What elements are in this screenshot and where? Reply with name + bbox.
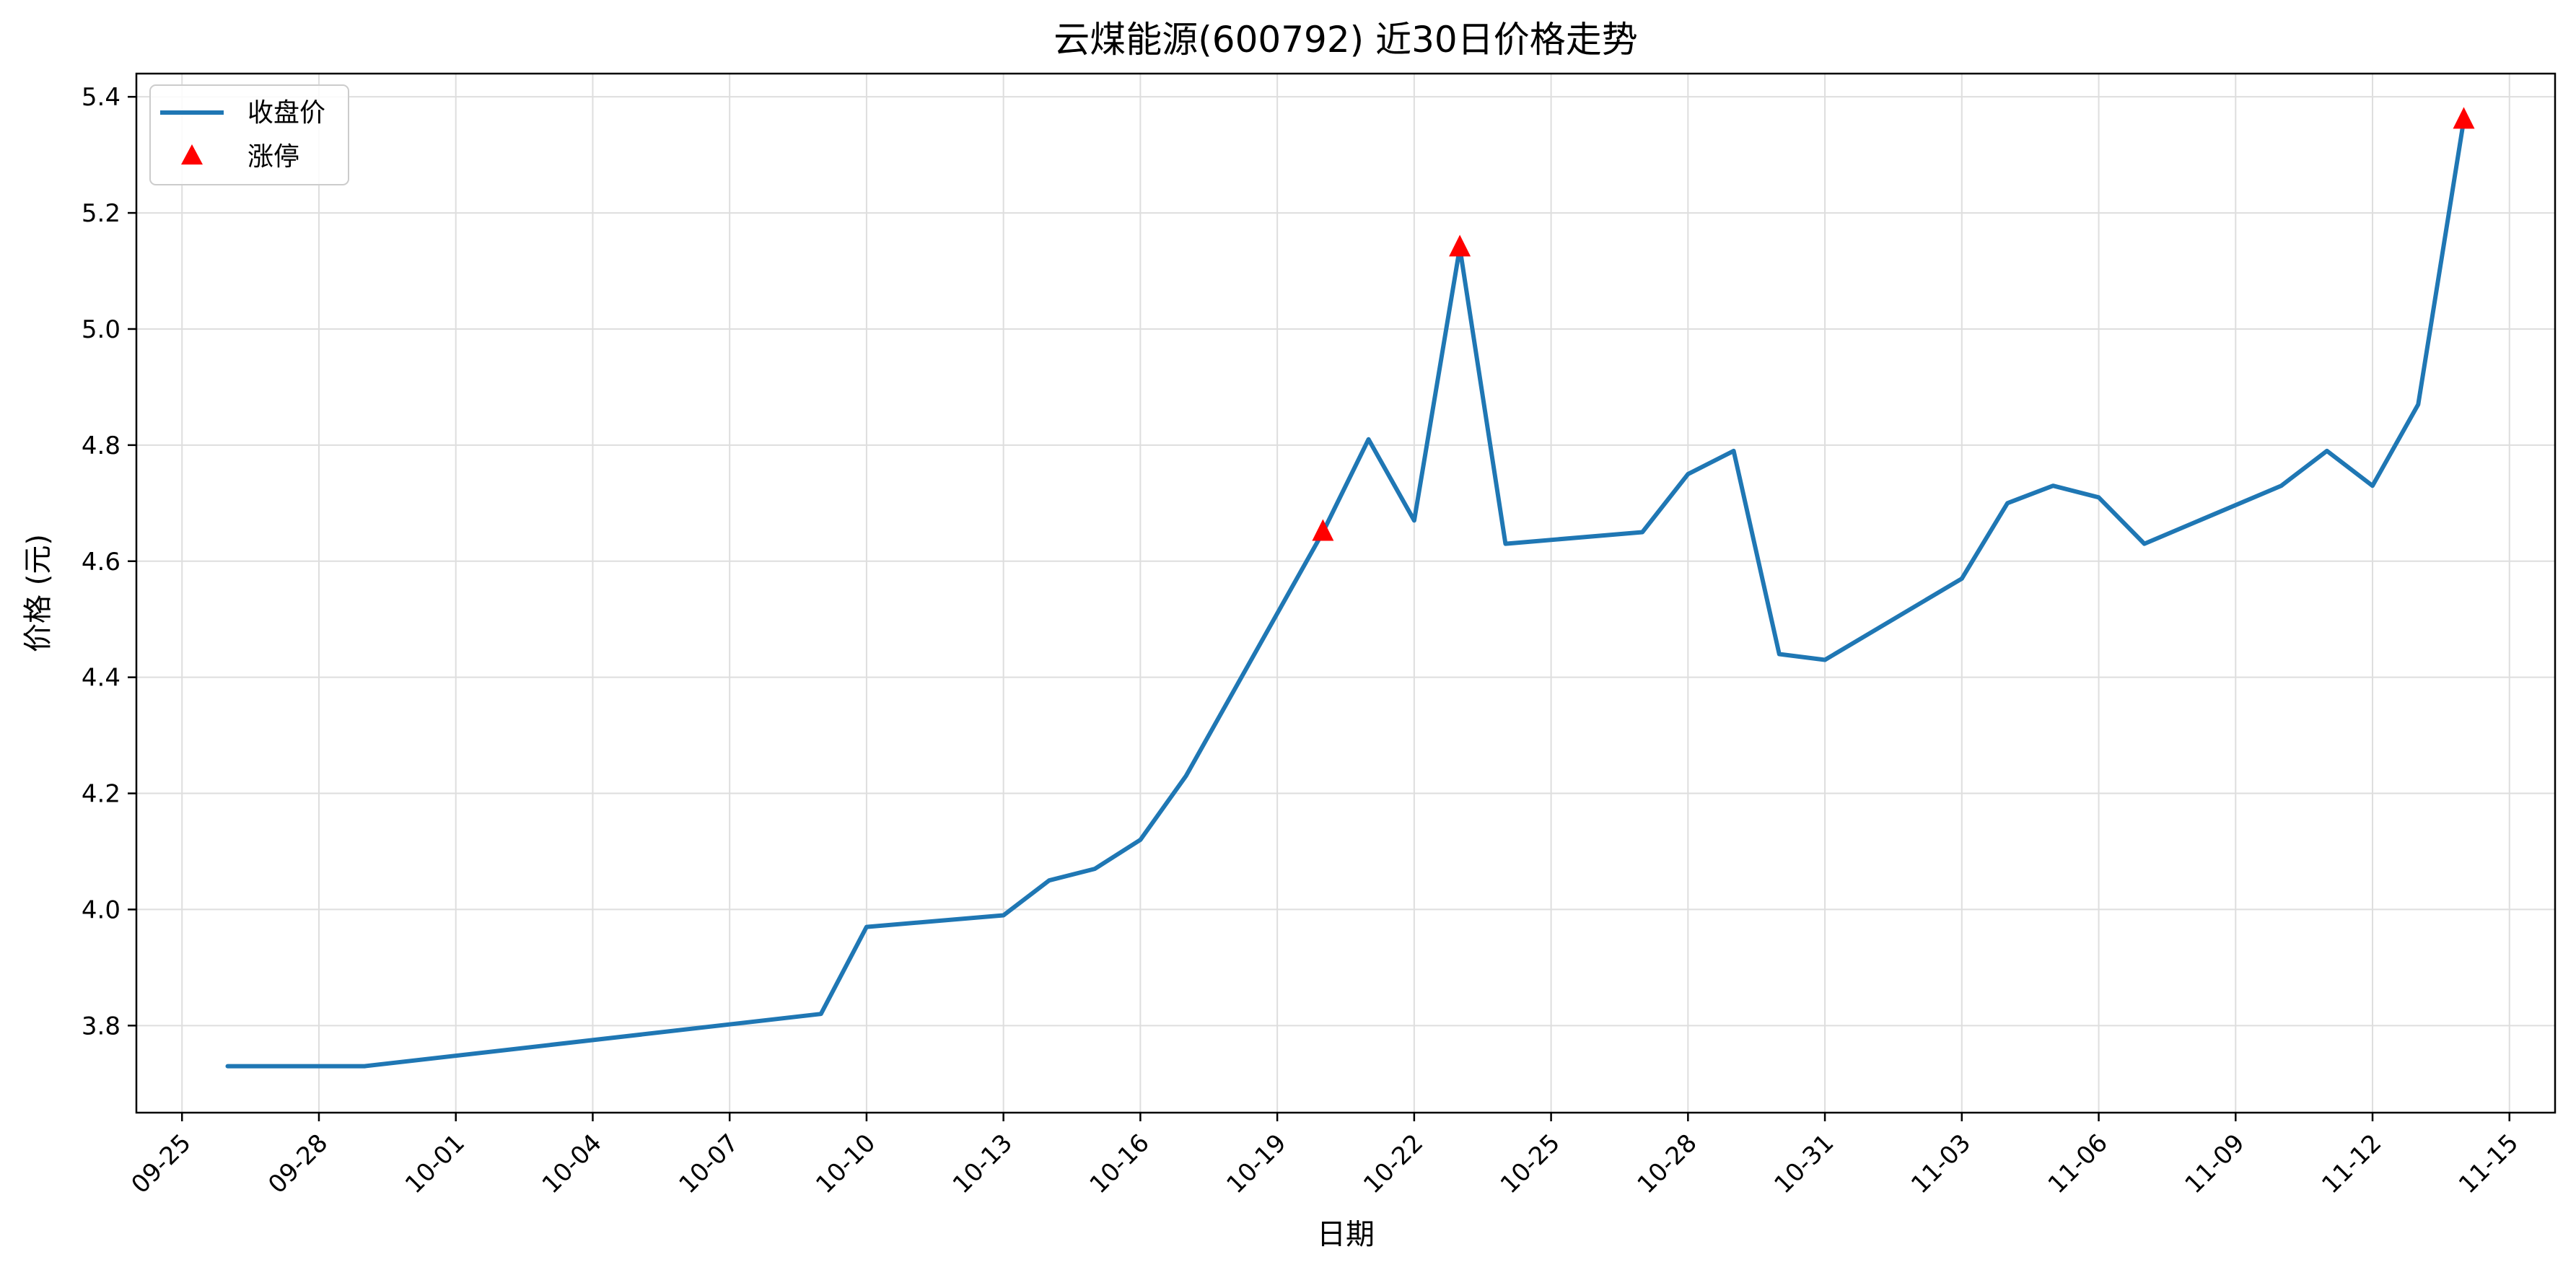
x-tick-label: 09-28 [263, 1129, 333, 1199]
legend-triangle-icon [181, 144, 203, 165]
close-price-line [225, 118, 2466, 1069]
x-axis-ticks: 09-25 09-28 10-01 10-04 10-07 10-10 10-13 10-16… [126, 1113, 2524, 1199]
y-tick-label: 3.8 [82, 1012, 121, 1040]
x-tick-label: 10-16 [1085, 1129, 1155, 1199]
x-tick-label: 09-25 [126, 1129, 196, 1199]
x-tick-label: 10-13 [947, 1129, 1018, 1199]
legend-label-close: 收盘价 [247, 98, 325, 128]
x-tick-label: 10-19 [1221, 1129, 1292, 1199]
y-tick-label: 5.4 [82, 83, 121, 112]
y-tick-label: 5.0 [82, 315, 121, 344]
chart-title: 云煤能源(600792) 近30日价格走势 [1053, 19, 1637, 61]
series-lines [225, 118, 2466, 1069]
y-axis-label: 价格 (元) [22, 534, 55, 652]
x-tick-label: 10-25 [1495, 1129, 1566, 1199]
grid-lines [136, 74, 2555, 1113]
x-tick-label: 11-03 [1906, 1129, 1976, 1199]
x-tick-label: 10-22 [1358, 1129, 1429, 1199]
y-tick-label: 5.2 [82, 199, 121, 228]
x-tick-label: 10-01 [400, 1129, 470, 1199]
plot-frame [135, 72, 2557, 1114]
x-tick-label: 11-12 [2316, 1129, 2387, 1199]
x-tick-label: 10-31 [1769, 1129, 1839, 1199]
x-tick-label: 10-28 [1632, 1129, 1703, 1199]
y-tick-label: 4.2 [82, 780, 121, 809]
y-tick-label: 4.0 [82, 895, 121, 924]
limit-up-marker [1449, 235, 1471, 257]
y-tick-label: 4.4 [82, 664, 121, 693]
x-axis-label: 日期 [1317, 1218, 1375, 1251]
x-tick-label: 11-15 [2453, 1129, 2524, 1199]
x-tick-label: 11-06 [2043, 1129, 2113, 1199]
legend: 收盘价 涨停 [149, 84, 349, 185]
x-tick-label: 11-09 [2180, 1129, 2251, 1199]
x-tick-label: 10-07 [673, 1129, 744, 1199]
series-markers [1312, 107, 2475, 541]
legend-label-limit-up: 涨停 [247, 142, 299, 172]
y-tick-label: 4.8 [82, 431, 121, 460]
limit-up-marker [2453, 107, 2475, 129]
x-tick-label: 10-10 [810, 1129, 881, 1199]
y-tick-label: 4.6 [82, 548, 121, 577]
y-axis-ticks: 3.8 4.0 4.2 4.4 4.6 4.8 5.0 5.2 5.4 [82, 83, 136, 1040]
x-tick-label: 10-04 [537, 1129, 608, 1199]
limit-up-marker [1312, 519, 1334, 541]
